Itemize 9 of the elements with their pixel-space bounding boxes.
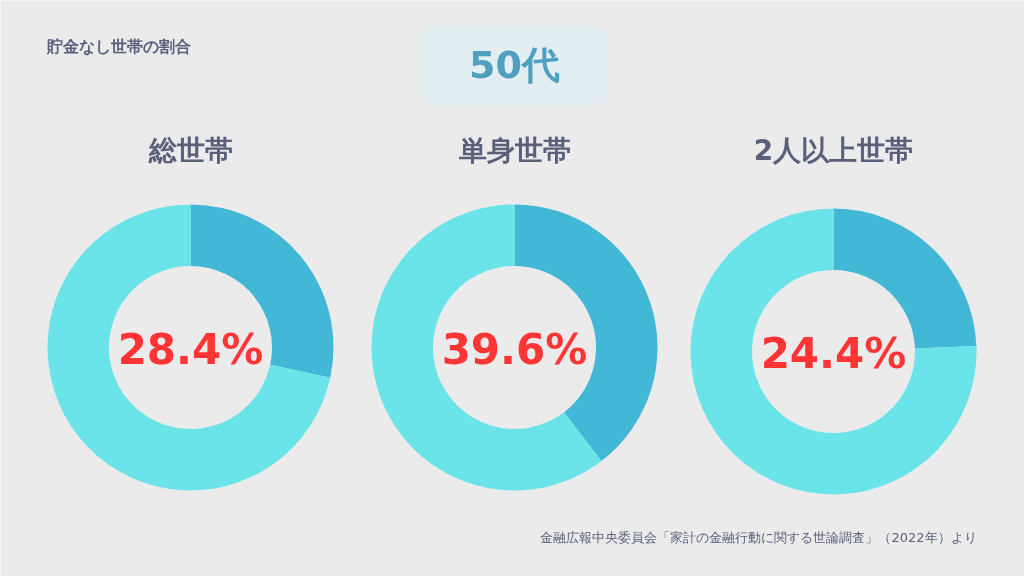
text: 39.6%: [441, 325, 588, 374]
chart-title: 2人以上世帯: [753, 134, 914, 167]
text: 50代: [469, 42, 560, 87]
chart-title: 総世帯: [147, 134, 233, 167]
text: 貯金なし世帯の割合: [45, 37, 191, 56]
text: 28.4%: [117, 325, 264, 374]
text: 24.4%: [760, 329, 907, 378]
text: 金融広報中央委員会「家計の金融行動に関する世論調査」（2022年）より: [540, 530, 977, 545]
chart-title: 単身世帯: [457, 134, 571, 167]
